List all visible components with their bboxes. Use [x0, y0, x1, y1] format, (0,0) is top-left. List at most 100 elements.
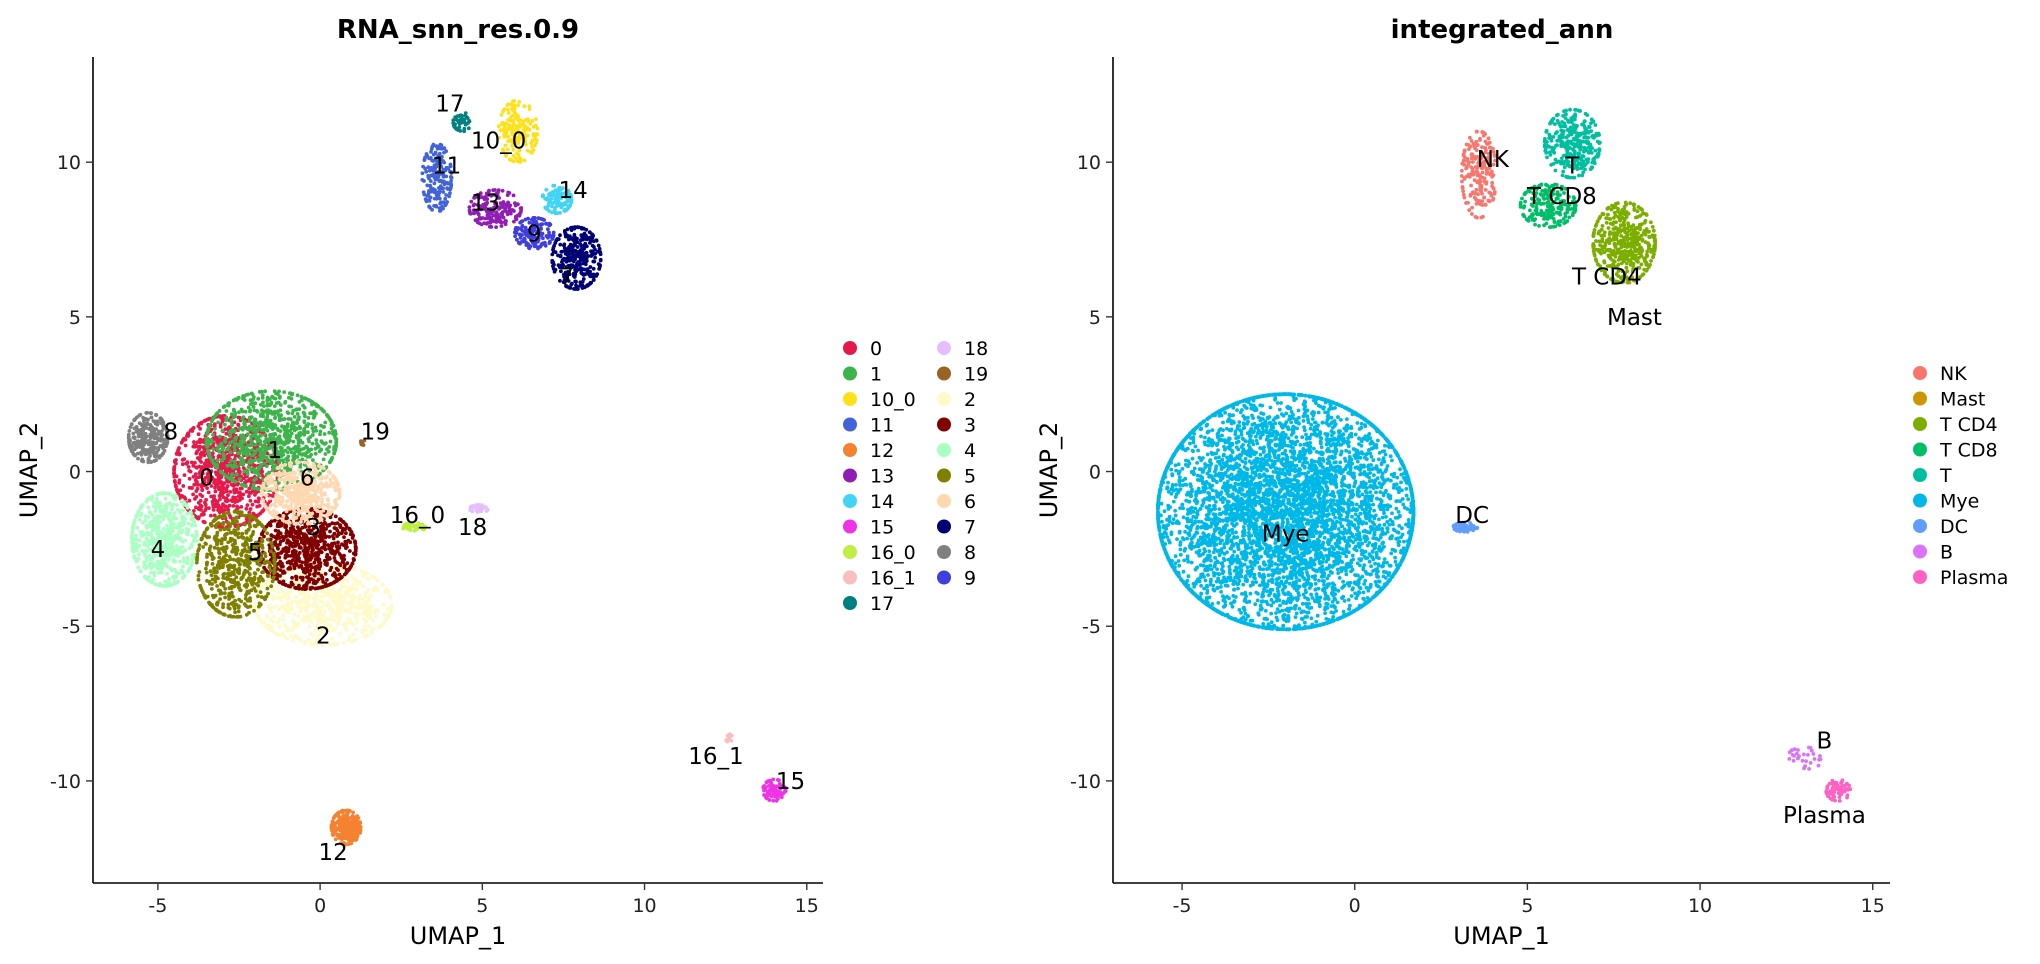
data-point — [347, 585, 352, 590]
data-point — [181, 508, 186, 513]
data-point — [343, 527, 348, 532]
data-point — [485, 216, 490, 221]
data-point — [248, 398, 253, 403]
data-point — [179, 530, 184, 535]
data-point — [265, 615, 270, 620]
data-point — [253, 499, 258, 504]
data-point — [334, 566, 339, 571]
data-point — [268, 418, 273, 423]
data-point — [247, 494, 251, 499]
data-point — [349, 841, 354, 846]
data-point — [356, 612, 360, 617]
data-point — [527, 104, 532, 108]
data-point — [273, 415, 277, 420]
data-point — [175, 489, 180, 494]
data-point — [233, 448, 237, 452]
data-point — [220, 486, 225, 490]
data-point — [302, 405, 307, 410]
data-point — [236, 535, 241, 540]
data-point — [256, 396, 261, 401]
data-point — [347, 567, 351, 572]
data-point — [511, 208, 515, 213]
data-point — [166, 514, 170, 519]
data-point — [280, 632, 285, 636]
data-point — [150, 513, 155, 517]
data-point — [238, 456, 243, 461]
data-point — [294, 449, 299, 454]
data-point — [357, 601, 362, 606]
data-point — [132, 554, 137, 559]
data-point — [306, 618, 311, 623]
data-point — [307, 624, 312, 629]
data-point — [462, 126, 467, 131]
data-point — [271, 594, 275, 598]
data-point — [296, 614, 301, 618]
data-point — [480, 216, 485, 220]
data-point — [222, 481, 227, 486]
data-point — [137, 517, 142, 522]
data-point — [336, 540, 340, 545]
data-point — [228, 490, 233, 494]
data-point — [296, 417, 301, 422]
data-point — [179, 568, 184, 573]
data-point — [302, 428, 307, 432]
data-point — [239, 505, 244, 509]
data-point — [203, 502, 208, 507]
data-point — [284, 592, 289, 597]
data-point — [284, 524, 289, 529]
data-point — [333, 642, 338, 647]
data-point — [302, 641, 307, 646]
data-point — [316, 610, 321, 615]
data-point — [204, 570, 209, 575]
data-point — [163, 496, 168, 501]
data-point — [226, 403, 231, 408]
data-point — [225, 498, 230, 503]
data-point — [530, 118, 535, 123]
data-point — [249, 426, 254, 431]
data-point — [181, 550, 185, 555]
data-point — [217, 409, 222, 413]
data-point — [132, 519, 137, 524]
data-point — [189, 460, 194, 465]
data-point — [196, 432, 201, 437]
data-point — [188, 566, 193, 570]
data-point — [245, 503, 250, 507]
data-point — [161, 517, 166, 521]
data-point — [360, 630, 365, 634]
data-point — [369, 593, 373, 598]
data-point — [345, 578, 350, 583]
data-point — [316, 404, 321, 409]
data-point — [224, 487, 229, 492]
data-point — [217, 434, 222, 439]
data-point — [327, 430, 332, 435]
data-point — [248, 507, 253, 511]
data-point — [369, 631, 374, 635]
data-point — [145, 530, 149, 535]
data-point — [260, 509, 264, 514]
data-point — [242, 398, 247, 402]
data-point — [475, 220, 480, 225]
data-point — [190, 522, 194, 527]
data-point — [144, 536, 149, 541]
data-point — [319, 605, 324, 609]
data-point — [177, 478, 182, 483]
panel-1: RNA_snn_res.0.9-5 0 5 10 15-10-50510UMAP_1UM… — [15, 15, 988, 950]
data-point — [233, 479, 238, 484]
data-point — [248, 516, 252, 521]
data-point — [268, 409, 273, 414]
data-point — [242, 602, 247, 606]
scatter-points — [126, 99, 788, 847]
data-point — [225, 505, 230, 509]
data-point — [272, 404, 277, 408]
data-point — [221, 502, 225, 507]
data-point — [176, 553, 180, 558]
data-point — [325, 578, 329, 582]
data-point — [250, 502, 255, 507]
data-point — [517, 212, 522, 217]
data-point — [300, 440, 305, 445]
data-point — [342, 814, 346, 819]
data-point — [322, 432, 327, 436]
data-point — [159, 530, 164, 534]
data-point — [330, 534, 335, 538]
data-point — [219, 441, 224, 446]
